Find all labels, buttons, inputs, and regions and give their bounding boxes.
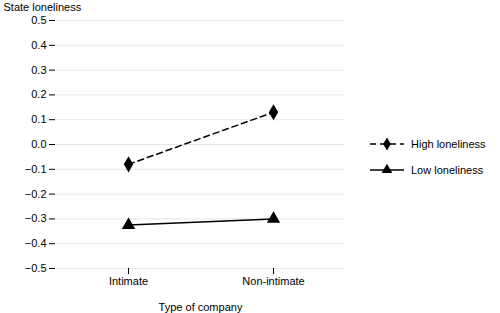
svg-text:0.4: 0.4 <box>31 39 46 51</box>
svg-text:−0.2: −0.2 <box>25 188 47 200</box>
svg-text:0.1: 0.1 <box>31 113 46 125</box>
svg-text:−0.5: −0.5 <box>25 262 47 274</box>
html-text:Low loneliness: Low loneliness <box>411 163 484 176</box>
svg-text:0.3: 0.3 <box>31 64 46 76</box>
svg-text:0.5: 0.5 <box>31 14 46 26</box>
svg-text:Non-intimate: Non-intimate <box>242 275 304 287</box>
svg-text:State loneliness: State loneliness <box>4 1 82 13</box>
svg-text:Intimate: Intimate <box>109 275 148 287</box>
svg-text:0.2: 0.2 <box>31 88 46 100</box>
svg-text:Type of company: Type of company <box>159 301 243 313</box>
svg-text:−0.4: −0.4 <box>25 237 47 249</box>
svg-text:−0.3: −0.3 <box>25 212 47 224</box>
html-text:High loneliness: High loneliness <box>411 137 486 150</box>
svg-text:0.0: 0.0 <box>31 138 46 150</box>
svg-text:−0.1: −0.1 <box>25 163 47 175</box>
